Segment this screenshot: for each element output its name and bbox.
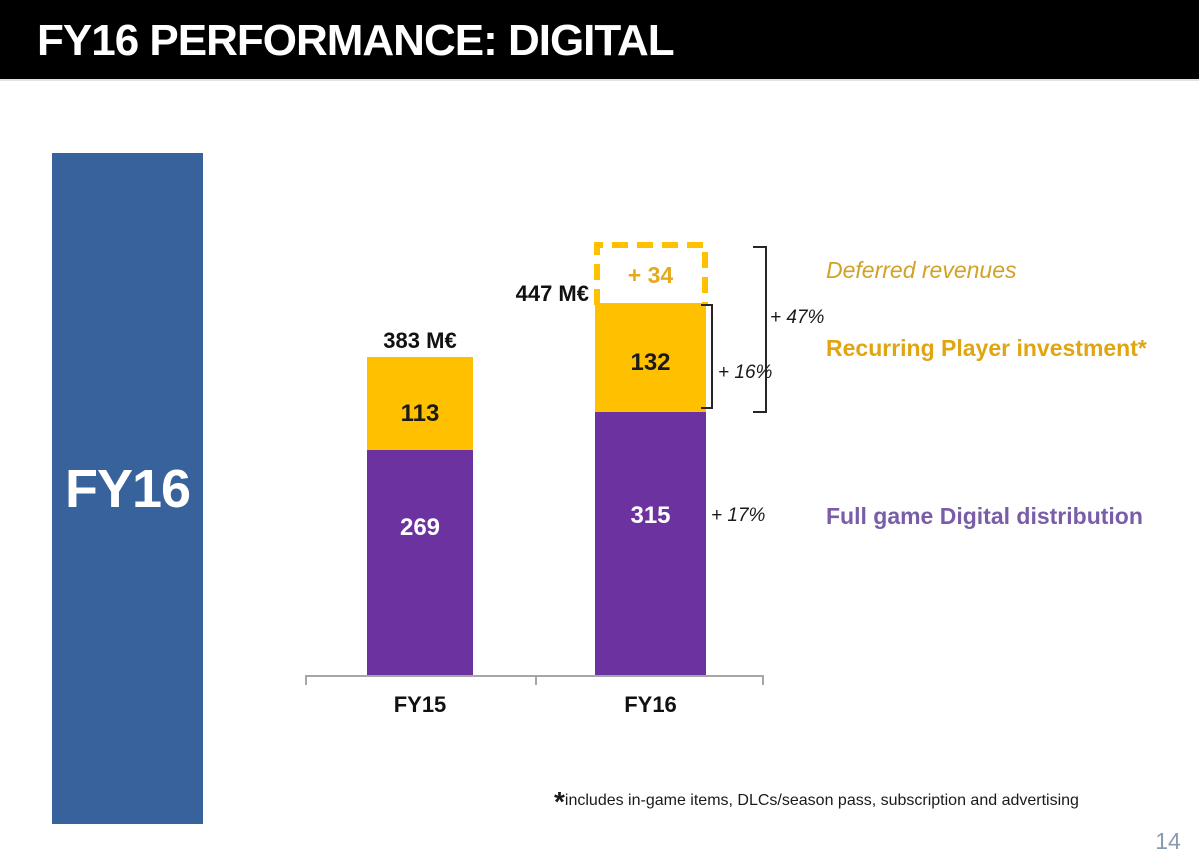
fy15-fullgame-segment bbox=[367, 450, 473, 676]
x-axis-tick-middle bbox=[535, 675, 537, 685]
fy16-deferred-dashed-box bbox=[594, 242, 708, 305]
fy16-fullgame-segment bbox=[595, 412, 706, 676]
legend-full-game-digital-distribution: Full game Digital distribution bbox=[826, 503, 1143, 529]
recurring-growth-bracket bbox=[701, 304, 713, 409]
combined-growth-label: + 47% bbox=[770, 307, 825, 328]
fullgame-growth-label: + 17% bbox=[711, 505, 766, 526]
fiscal-year-ribbon: FY16 bbox=[52, 153, 203, 824]
fiscal-year-label: FY16 bbox=[64, 458, 191, 519]
recurring-growth-label: + 16% bbox=[718, 362, 773, 383]
x-axis-tick-right bbox=[762, 675, 764, 685]
footnote-asterisk: * bbox=[554, 786, 565, 817]
slide-header: FY16 PERFORMANCE: DIGITAL bbox=[0, 0, 1199, 81]
fy16-deferred-value: + 34 bbox=[627, 262, 674, 288]
fy15-recurring-value: 113 bbox=[400, 400, 440, 427]
page-number: 14 bbox=[1155, 828, 1181, 854]
x-axis-label-fy15: FY15 bbox=[393, 692, 447, 717]
footnote-text: includes in-game items, DLCs/season pass… bbox=[564, 792, 1079, 809]
fy16-recurring-segment bbox=[595, 303, 706, 412]
legend-deferred-revenues: Deferred revenues bbox=[826, 257, 1017, 283]
x-axis-tick-left bbox=[305, 675, 307, 685]
page-title: FY16 PERFORMANCE: DIGITAL bbox=[37, 16, 675, 65]
fy16-recurring-value: 132 bbox=[630, 349, 671, 376]
x-axis-line bbox=[305, 675, 764, 677]
legend-recurring-player-investment: Recurring Player investment* bbox=[826, 335, 1147, 361]
footnote: *includes in-game items, DLCs/season pas… bbox=[554, 788, 1079, 820]
combined-growth-bracket bbox=[753, 246, 767, 413]
fy16-fullgame-value: 315 bbox=[630, 502, 671, 529]
x-axis-label-fy16: FY16 bbox=[624, 692, 677, 717]
fy15-fullgame-value: 269 bbox=[399, 514, 441, 541]
fy15-total-label: 383 M€ bbox=[383, 328, 457, 353]
fy15-recurring-segment bbox=[367, 357, 473, 450]
fy16-total-label: 447 M€ bbox=[515, 281, 589, 306]
